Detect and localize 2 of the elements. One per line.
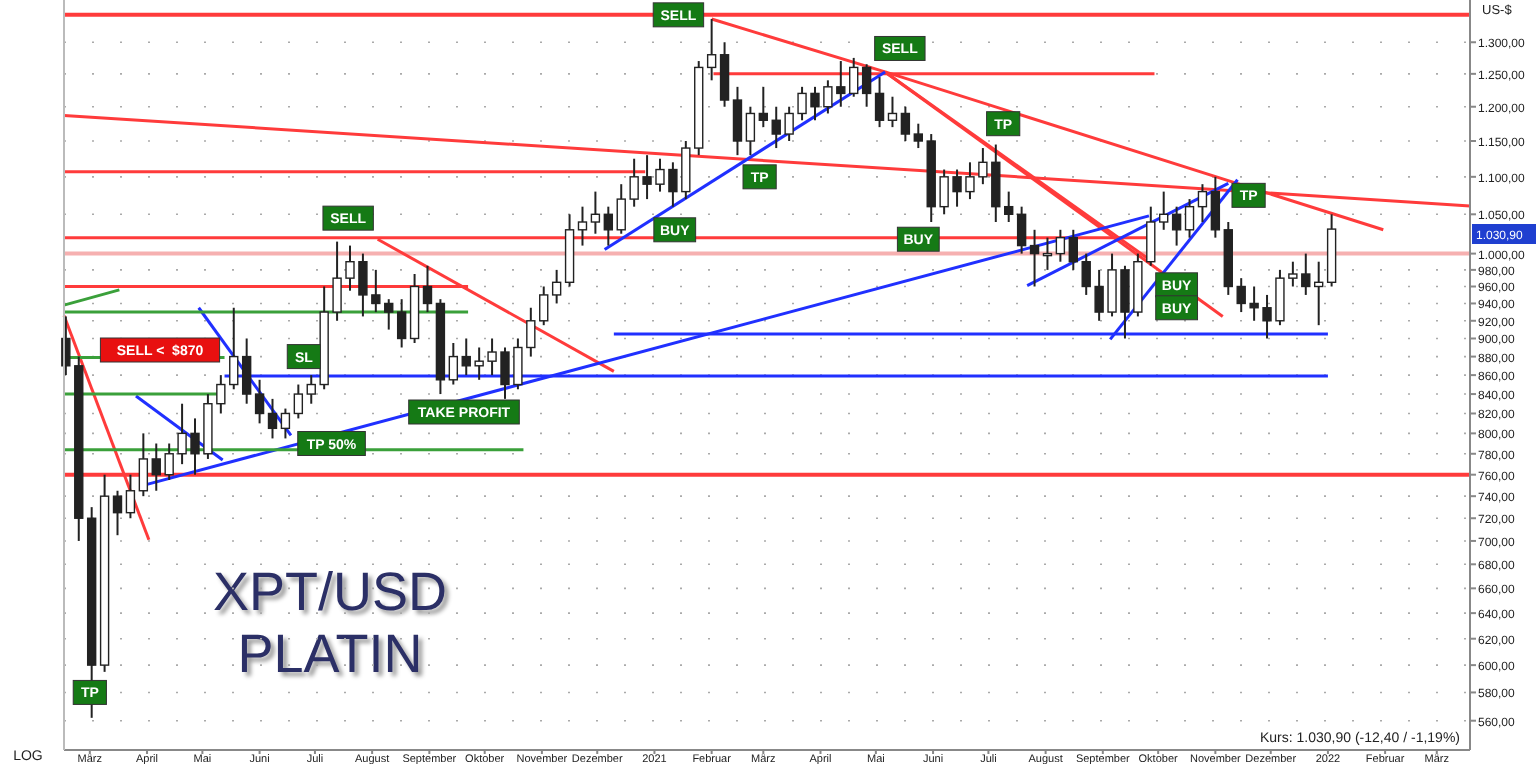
- text: XPT/USD: [212, 562, 448, 622]
- text: PLATIN: [237, 624, 423, 684]
